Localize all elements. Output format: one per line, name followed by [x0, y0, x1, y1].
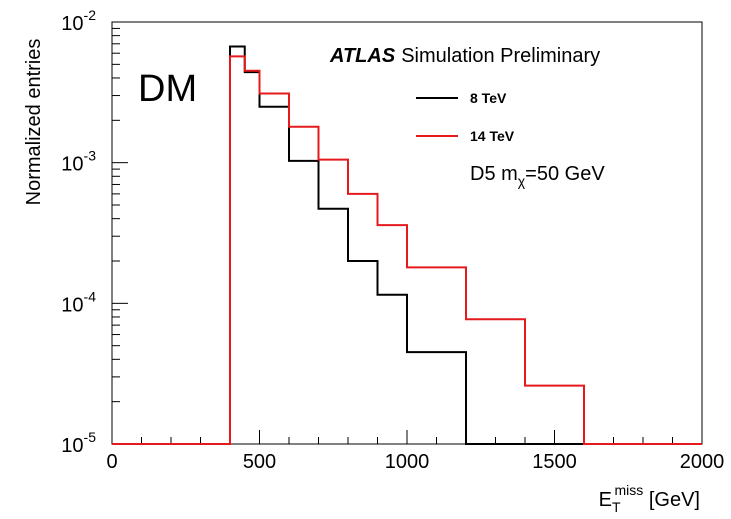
x-tick-label: 1500	[532, 451, 577, 473]
model-label-suffix: =50 GeV	[525, 163, 605, 185]
atlas-label-bold: ATLAS	[329, 45, 396, 67]
y-tick-label: 10-3	[61, 148, 96, 176]
y-tick-label-exponent: -4	[84, 288, 97, 304]
y-tick-label: 10-2	[61, 7, 96, 35]
legend-label-14tev: 14 TeV	[470, 128, 515, 144]
y-tick-label-exponent: -2	[84, 7, 97, 23]
y-tick-label: 10-4	[61, 288, 96, 316]
model-label-sub: χ	[518, 173, 526, 189]
y-tick-label-base: 10	[61, 435, 83, 457]
x-axis-title-base: E	[599, 489, 612, 511]
x-axis-title: ETmiss [GeV]	[599, 482, 700, 515]
dm-label: DM	[138, 68, 197, 110]
y-tick-label-exponent: -5	[84, 429, 97, 445]
x-axis-title-sup: miss	[615, 482, 644, 498]
y-axis-title: Normalized entries	[23, 39, 45, 206]
series-layer	[112, 45, 702, 445]
x-axis-title-sub: T	[612, 499, 621, 515]
series-line-14tev	[112, 55, 702, 445]
x-tick-label: 1000	[385, 451, 430, 473]
series-line-8tev	[112, 45, 702, 445]
x-axis-ticks: 0 500 1000 1500 2000	[106, 430, 724, 473]
y-tick-label-base: 10	[61, 154, 83, 176]
y-tick-label-exponent: -3	[84, 148, 97, 164]
legend: 8 TeV 14 TeV	[416, 90, 515, 144]
atlas-label-rest: Simulation Preliminary	[401, 45, 600, 67]
model-label: D5 mχ=50 GeV	[470, 163, 605, 189]
y-axis-ticks: 10-210-310-410-5	[61, 7, 128, 457]
legend-label-8tev: 8 TeV	[470, 90, 507, 106]
y-tick-label: 10-5	[61, 429, 96, 457]
x-axis-title-unit: [GeV]	[643, 489, 700, 511]
x-tick-label: 0	[106, 451, 117, 473]
y-tick-label-base: 10	[61, 294, 83, 316]
x-tick-label: 2000	[680, 451, 725, 473]
model-label-prefix: D5 m	[470, 163, 518, 185]
atlas-label: ATLAS Simulation Preliminary	[329, 45, 600, 67]
x-tick-label: 500	[243, 451, 276, 473]
y-tick-label-base: 10	[61, 13, 83, 35]
